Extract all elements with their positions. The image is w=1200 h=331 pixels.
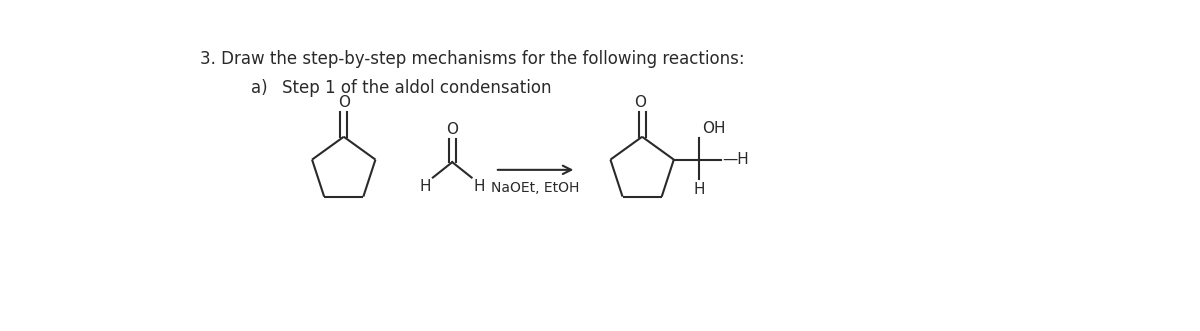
- Text: H: H: [694, 182, 706, 197]
- Text: O: O: [635, 95, 647, 110]
- Text: NaOEt, EtOH: NaOEt, EtOH: [491, 181, 580, 195]
- Text: O: O: [337, 95, 349, 110]
- Text: —H: —H: [722, 152, 749, 167]
- Text: H: H: [420, 179, 431, 194]
- Text: 3. Draw the step-by-step mechanisms for the following reactions:: 3. Draw the step-by-step mechanisms for …: [200, 50, 745, 68]
- Text: OH: OH: [702, 121, 725, 136]
- Text: a): a): [251, 79, 268, 97]
- Text: O: O: [446, 122, 458, 137]
- Text: Step 1 of the aldol condensation: Step 1 of the aldol condensation: [282, 79, 551, 97]
- Text: H: H: [473, 179, 485, 194]
